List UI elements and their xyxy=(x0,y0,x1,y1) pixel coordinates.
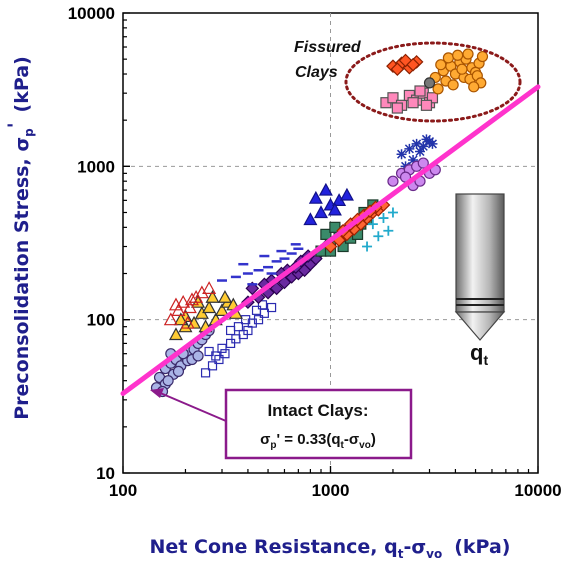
data-point xyxy=(468,81,480,93)
cone-label: qt xyxy=(470,340,488,368)
data-point xyxy=(182,300,197,314)
data-point xyxy=(241,315,251,325)
fissured-label-line1: Fissured xyxy=(294,39,362,56)
data-point xyxy=(200,368,211,378)
y-tick-label: 1000 xyxy=(77,157,115,176)
data-point xyxy=(168,327,183,341)
y-axis-label: Preconsolidation Stress, σp'(kPa) xyxy=(4,56,36,420)
data-point xyxy=(220,349,230,359)
data-point xyxy=(435,59,447,71)
data-point xyxy=(339,187,354,201)
data-point xyxy=(432,83,444,95)
data-point xyxy=(320,228,332,240)
data-point xyxy=(452,49,464,61)
fissured-ellipse xyxy=(344,41,522,123)
data-point xyxy=(406,57,420,72)
data-point xyxy=(303,212,318,226)
data-point xyxy=(404,143,415,154)
data-point xyxy=(173,312,188,326)
data-point xyxy=(253,315,264,325)
data-point xyxy=(442,52,455,64)
data-point xyxy=(456,63,468,75)
cone-penetrometer-icon xyxy=(454,193,506,341)
data-point xyxy=(427,138,438,149)
data-point xyxy=(251,305,262,315)
data-point xyxy=(327,202,342,216)
y-axis: 10 100 1000 10000 xyxy=(68,4,130,483)
data-point xyxy=(414,85,426,97)
data-point xyxy=(411,138,422,149)
data-point xyxy=(367,219,378,230)
data-point xyxy=(417,157,429,169)
data-point xyxy=(172,365,185,377)
data-point xyxy=(476,50,489,63)
data-point xyxy=(202,300,217,314)
data-point xyxy=(391,102,403,114)
data-point xyxy=(184,292,199,306)
data-point xyxy=(396,149,407,160)
x-tick-label: 100 xyxy=(109,481,137,500)
data-point xyxy=(408,154,419,165)
data-point xyxy=(390,62,405,77)
data-point xyxy=(420,99,433,111)
data-point xyxy=(204,346,214,357)
data-point xyxy=(180,315,195,329)
data-point xyxy=(207,361,218,371)
data-point xyxy=(269,281,284,296)
trend-line xyxy=(120,84,541,396)
data-point xyxy=(407,97,419,109)
data-point xyxy=(447,79,459,91)
data-points xyxy=(150,48,489,398)
data-point xyxy=(387,175,399,187)
annotation-leader xyxy=(157,391,227,422)
data-point xyxy=(266,302,277,313)
data-point xyxy=(194,285,209,299)
data-point xyxy=(162,375,174,387)
data-point xyxy=(387,207,398,218)
data-point xyxy=(423,77,436,89)
data-point xyxy=(313,205,329,219)
data-point xyxy=(383,225,394,236)
data-point xyxy=(462,48,474,60)
fissured-label-line2: Clays xyxy=(295,64,338,81)
y-tick-label: 10000 xyxy=(68,4,115,23)
data-point xyxy=(415,146,426,157)
data-point xyxy=(217,343,227,353)
data-point xyxy=(176,294,191,308)
x-tick-label: 1000 xyxy=(312,481,350,500)
data-point xyxy=(421,134,432,145)
data-point xyxy=(163,312,178,326)
x-tick-label: 10000 xyxy=(514,481,561,500)
data-point xyxy=(308,190,323,204)
data-point xyxy=(362,241,373,252)
data-point xyxy=(205,290,220,303)
y-tick-label: 100 xyxy=(87,311,115,330)
data-point xyxy=(378,213,389,224)
data-point xyxy=(168,297,183,311)
data-point xyxy=(217,290,232,303)
data-point xyxy=(257,300,268,310)
y-tick-label: 10 xyxy=(96,464,115,483)
data-point xyxy=(373,231,384,242)
intact-clays-equation: σp' = 0.33(qt-σvo) xyxy=(260,431,376,451)
x-axis: 100 1000 10000 xyxy=(109,466,562,500)
data-point xyxy=(214,303,230,316)
intact-clays-box xyxy=(224,388,413,460)
data-point xyxy=(426,92,439,104)
intact-clays-title: Intact Clays: xyxy=(267,401,368,420)
x-axis-label: Net Cone Resistance, qt-σvo (kPa) xyxy=(150,536,511,561)
annotation-arrow xyxy=(150,388,164,398)
data-point xyxy=(318,182,333,196)
data-point xyxy=(192,350,204,362)
data-point xyxy=(418,141,429,152)
data-point xyxy=(202,281,217,294)
data-point xyxy=(225,325,236,336)
